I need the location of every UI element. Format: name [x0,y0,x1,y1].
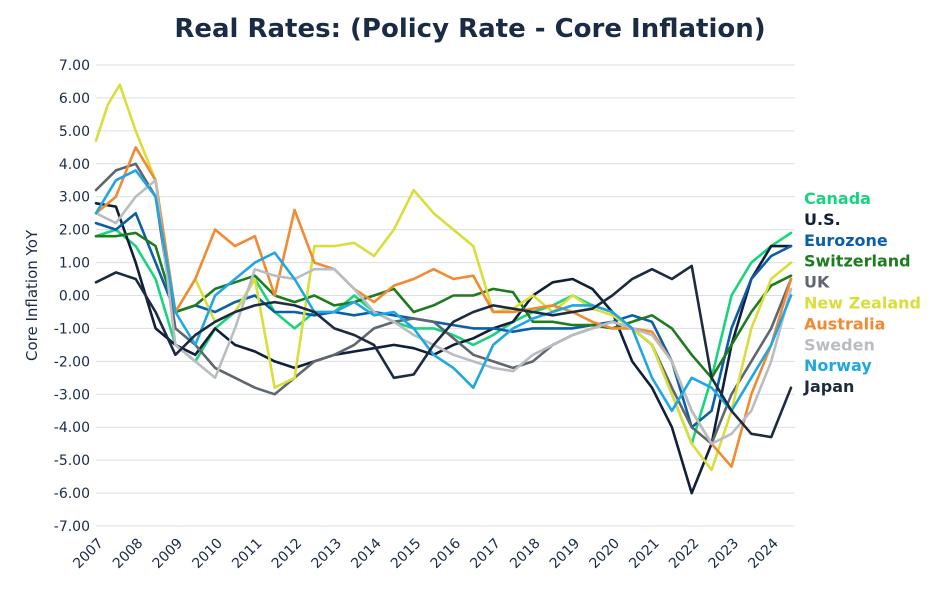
grid-layer [96,64,795,527]
y-tick-label: -2.00 [54,354,90,370]
chart-title: Real Rates: (Policy Rate - Core Inflatio… [174,14,766,44]
y-tick-label: 4.00 [59,157,90,173]
legend-item-u-s-: U.S. [804,210,841,229]
x-tick-label: 2010 [189,535,226,572]
x-tick-label: 2007 [70,535,107,572]
y-tick-label: 6.00 [59,91,90,107]
series-line-uk [94,162,793,446]
x-tick-label: 2024 [745,535,782,572]
series-line-switzerland [94,231,793,380]
x-tick-label: 2022 [666,535,703,572]
x-tick-label: 2015 [388,535,425,572]
x-tick-label: 2021 [626,535,663,572]
x-tick-label: 2012 [269,535,306,572]
series-line-japan [94,264,793,439]
legend-item-japan: Japan [803,377,854,396]
legend-item-switzerland: Switzerland [804,252,911,271]
x-tick-label: 2017 [467,535,504,572]
x-tick-label: 2008 [110,535,147,572]
x-tick-label: 2013 [309,535,346,572]
y-tick-label: -5.00 [54,453,90,469]
legend-item-sweden: Sweden [804,335,875,354]
series-line-norway [94,169,793,413]
y-tick-label: -1.00 [54,321,90,337]
y-tick-label: -6.00 [54,486,90,502]
x-tick-label: 2019 [547,535,584,572]
y-tick-label: -4.00 [54,420,90,436]
x-tick-label: 2018 [507,535,544,572]
y-axis-ticks: 7.00 6.00 5.00 4.00 3.00 2.00 1.00 0.00 -1.00 -2.… [54,58,90,535]
legend-item-uk: UK [804,273,830,292]
x-tick-label: 2016 [428,535,465,572]
y-tick-label: -3.00 [54,387,90,403]
x-tick-label: 2023 [706,535,743,572]
y-tick-label: -7.00 [54,519,90,535]
y-tick-label: 1.00 [59,256,90,272]
legend-item-new-zealand: New Zealand [804,294,921,313]
series-line-sweden [94,179,793,446]
y-tick-label: 0.00 [59,289,90,305]
x-tick-label: 2014 [348,535,385,572]
y-tick-label: 7.00 [59,58,90,74]
y-axis-label: Core Inflation YoY [23,229,41,361]
x-tick-label: 2011 [229,535,266,572]
legend-item-australia: Australia [804,314,885,333]
legend: Canada U.S. Eurozone Switzerland UK New Zeala… [803,189,921,396]
legend-item-canada: Canada [804,189,871,208]
x-tick-label: 2020 [587,535,624,572]
series-layer [94,83,793,495]
y-tick-label: 5.00 [59,124,90,140]
x-tick-label: 2009 [150,535,187,572]
legend-item-eurozone: Eurozone [804,231,888,250]
y-tick-label: 2.00 [59,223,90,239]
legend-item-norway: Norway [804,356,872,375]
x-axis-ticks: 2007 2008 2009 2010 2011 2012 2013 2014 2015 2016… [70,535,782,572]
y-tick-label: 3.00 [59,190,90,206]
